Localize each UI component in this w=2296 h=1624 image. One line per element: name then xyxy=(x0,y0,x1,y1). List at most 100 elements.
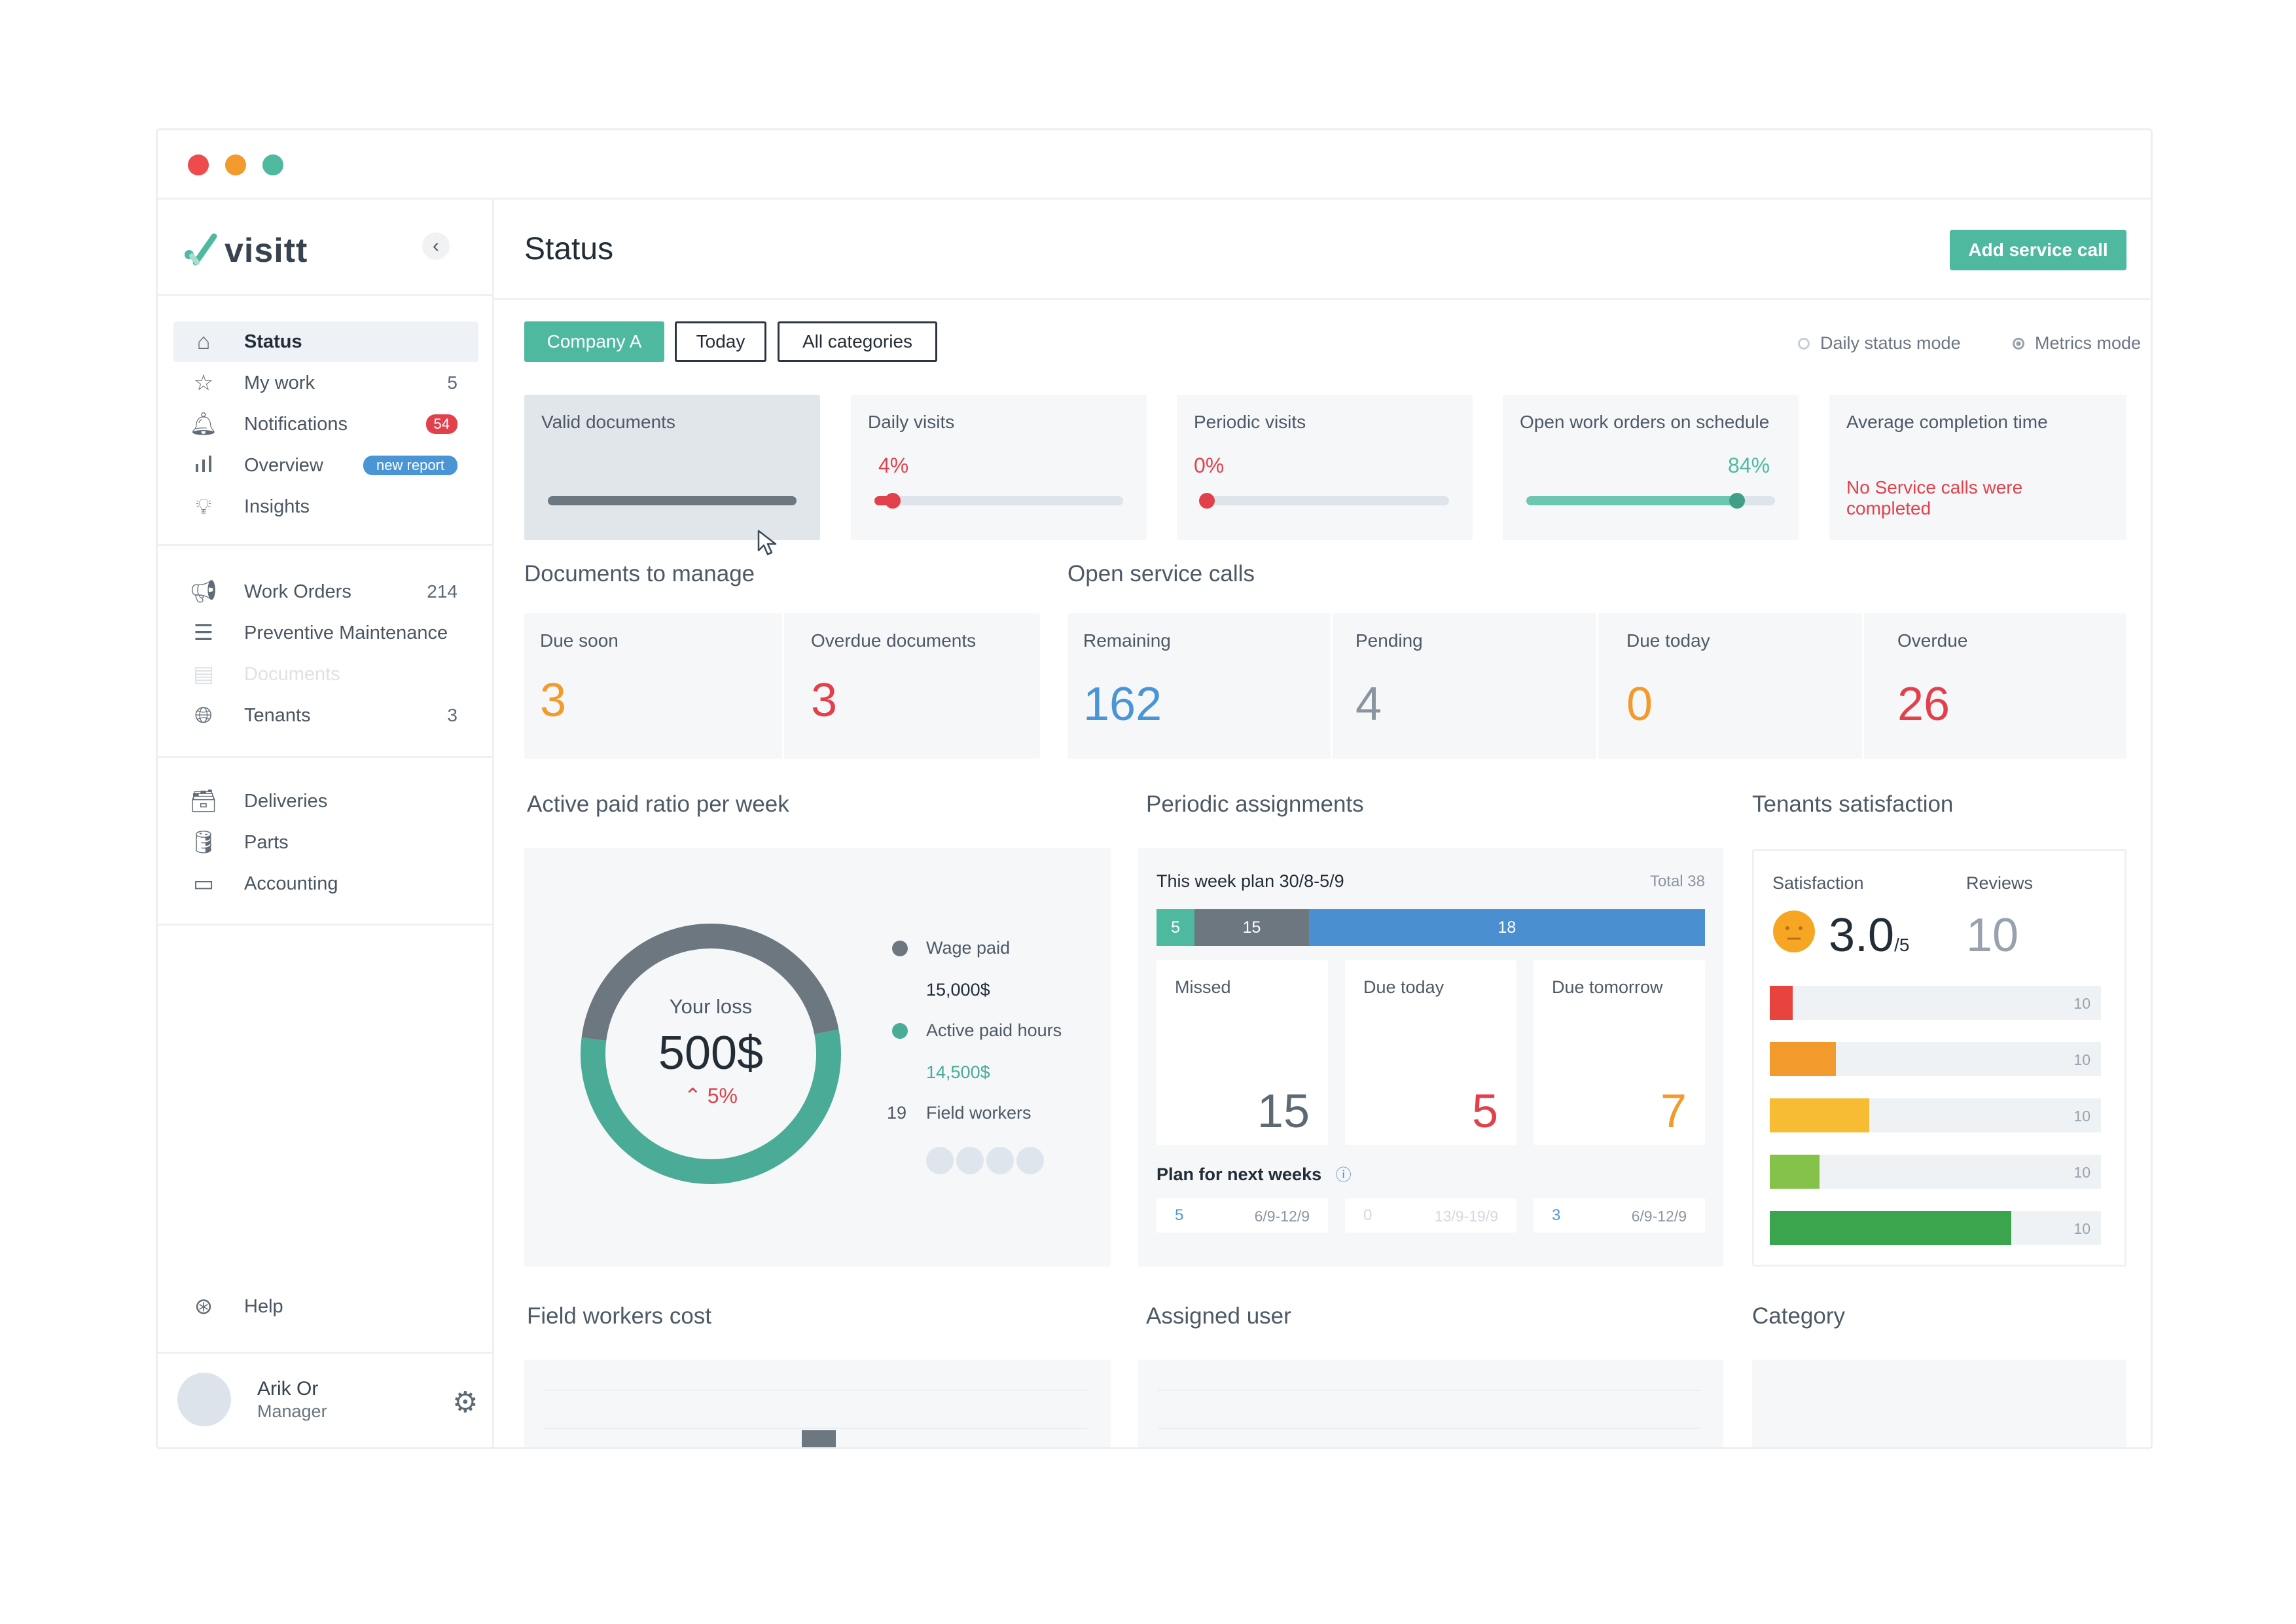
stat-label: Overdue documents xyxy=(811,630,977,651)
sidebar-item-status[interactable]: ⌂ Status xyxy=(173,321,478,362)
sidebar-item-help[interactable]: ⊛ Help xyxy=(173,1286,478,1327)
kpi-periodic-visits[interactable]: Periodic visits 0% xyxy=(1177,395,1473,540)
next-week-box[interactable]: 3 6/9-12/9 xyxy=(1534,1199,1705,1233)
sidebar-item-my-work[interactable]: ☆ My work 5 xyxy=(173,363,478,403)
next-week-box[interactable]: 0 13/9-19/9 xyxy=(1345,1199,1516,1233)
rating-bar-row[interactable]: 10 xyxy=(1770,1098,2101,1132)
plan-segment-missed[interactable]: 15 xyxy=(1194,909,1309,946)
remaining-stat[interactable]: Remaining 162 xyxy=(1067,613,1329,759)
category-filter-button[interactable]: All categories xyxy=(778,321,937,362)
field-workers-count: 19 xyxy=(887,1103,907,1123)
avatar[interactable] xyxy=(926,1147,954,1174)
sidebar-item-preventive-maintenance[interactable]: ☰ Preventive Maintenance xyxy=(173,613,478,653)
avatar[interactable] xyxy=(956,1147,984,1174)
logo[interactable]: visitt xyxy=(183,227,308,274)
sidebar-item-deliveries[interactable]: 🗃︎ Deliveries xyxy=(173,781,478,821)
sidebar-item-work-orders[interactable]: 📢︎ Work Orders 214 xyxy=(173,571,478,612)
loss-change-value: 5% xyxy=(707,1084,738,1108)
overdue-documents-stat[interactable]: Overdue documents 3 xyxy=(795,613,1040,759)
next-week-range: 6/9-12/9 xyxy=(1631,1208,1687,1225)
close-window-dot[interactable] xyxy=(188,154,209,175)
plan-segment-done[interactable]: 5 xyxy=(1157,909,1195,946)
sidebar-item-label: Preventive Maintenance xyxy=(244,622,448,643)
sidebar-item-overview[interactable]: Overview new report xyxy=(173,445,478,486)
megaphone-icon: 📢︎ xyxy=(189,579,218,604)
next-week-box[interactable]: 5 6/9-12/9 xyxy=(1157,1199,1328,1233)
kpi-title: Daily visits xyxy=(868,412,955,432)
date-filter-button[interactable]: Today xyxy=(675,321,766,362)
mini-card-label: Due today xyxy=(1363,977,1444,997)
sidebar-item-parts[interactable]: 🛢︎ Parts xyxy=(173,822,478,863)
rating-bar-count: 10 xyxy=(2073,1220,2090,1237)
kpi-average-completion-time[interactable]: Average completion time No Service calls… xyxy=(1829,395,2126,540)
daily-status-mode-radio[interactable]: Daily status mode xyxy=(1798,333,1961,353)
sidebar-item-label: My work xyxy=(244,372,315,393)
legend-label: Active paid hours xyxy=(926,1020,1062,1040)
rating-bar-row[interactable]: 10 xyxy=(1770,1211,2101,1245)
plan-next-weeks-label: Plan for next weeks xyxy=(1157,1164,1322,1184)
rating-bar-row[interactable]: 10 xyxy=(1770,1155,2101,1189)
pending-stat[interactable]: Pending 4 xyxy=(1340,613,1602,759)
legend-dot-wage-paid xyxy=(892,941,908,956)
avatar[interactable] xyxy=(986,1147,1014,1174)
kpi-title: Periodic visits xyxy=(1194,412,1306,432)
mini-card-value: 7 xyxy=(1660,1085,1687,1138)
user-role: Manager xyxy=(257,1401,327,1421)
radio-off-icon xyxy=(1798,337,1810,350)
sidebar-item-insights[interactable]: 💡︎ Insights xyxy=(173,486,478,527)
sidebar-item-notifications[interactable]: 🔔︎ Notifications 54 xyxy=(173,404,478,444)
sidebar-item-documents[interactable]: ▤ Documents xyxy=(173,654,478,695)
missed-card[interactable]: Missed 15 xyxy=(1157,960,1328,1145)
satisfaction-score-value: 3.0 xyxy=(1829,909,1895,962)
rating-bar-row[interactable]: 10 xyxy=(1770,986,2101,1020)
sidebar-item-label: Accounting xyxy=(244,873,338,894)
documents-card: Due soon 3 Overdue documents 3 xyxy=(524,613,1040,759)
sidebar-item-label: Documents xyxy=(244,663,340,685)
company-filter-button[interactable]: Company A xyxy=(524,321,664,362)
gear-icon[interactable]: ⚙ xyxy=(452,1386,478,1418)
document-icon: ▤ xyxy=(192,662,215,687)
due-today-stat[interactable]: Due today 0 xyxy=(1611,613,1873,759)
divider xyxy=(1331,613,1333,759)
mini-card-value: 5 xyxy=(1471,1085,1498,1138)
sidebar-item-label: Insights xyxy=(244,496,310,517)
avatar[interactable] xyxy=(1016,1147,1044,1174)
mini-card-label: Due tomorrow xyxy=(1552,977,1663,997)
metrics-mode-radio[interactable]: Metrics mode xyxy=(2013,333,2141,353)
donut-slice-wage-paid[interactable] xyxy=(581,924,839,1041)
sidebar-item-label: Parts xyxy=(244,831,289,853)
sidebar-item-count: 214 xyxy=(427,581,457,602)
stat-label: Due today xyxy=(1626,630,1710,651)
kpi-valid-documents[interactable]: Valid documents xyxy=(524,395,820,556)
chevron-left-icon[interactable]: ‹ xyxy=(422,232,450,260)
neutral-face-icon xyxy=(1773,911,1815,952)
kpi-daily-visits[interactable]: Daily visits 4% xyxy=(851,395,1147,540)
user-profile[interactable]: Arik Or Manager ⚙ xyxy=(177,1366,478,1432)
kpi-progress-knob xyxy=(885,493,901,509)
kpi-progress-knob xyxy=(1729,493,1745,509)
divider xyxy=(158,924,494,926)
sidebar-item-accounting[interactable]: ▭ Accounting xyxy=(173,863,478,904)
rating-bar-row[interactable]: 10 xyxy=(1770,1042,2101,1076)
due-soon-stat[interactable]: Due soon 3 xyxy=(524,613,782,759)
plan-segment-upcoming[interactable]: 18 xyxy=(1308,909,1705,946)
add-service-call-button[interactable]: Add service call xyxy=(1950,230,2126,270)
donut-slice-active-paid-hours[interactable] xyxy=(581,1029,841,1184)
kpi-open-work-orders[interactable]: Open work orders on schedule 84% xyxy=(1503,395,1799,540)
reviews-count: 10 xyxy=(1966,909,2019,962)
field-workers-label: Field workers xyxy=(926,1103,1031,1123)
due-today-card[interactable]: Due today 5 xyxy=(1345,960,1516,1145)
info-icon[interactable]: ⓘ xyxy=(1335,1166,1352,1184)
due-tomorrow-card[interactable]: Due tomorrow 7 xyxy=(1534,960,1705,1145)
section-title-periodic: Periodic assignments xyxy=(1146,791,1364,817)
new-report-badge: new report xyxy=(363,456,457,475)
mini-card-label: Missed xyxy=(1175,977,1231,997)
grid-line xyxy=(1158,1390,1701,1391)
overdue-stat[interactable]: Overdue 26 xyxy=(1882,613,2126,759)
minimize-window-dot[interactable] xyxy=(225,154,246,175)
sidebar-item-tenants[interactable]: 🌐︎ Tenants 3 xyxy=(173,695,478,736)
cost-bar[interactable] xyxy=(802,1430,836,1447)
archive-icon: 🗃︎ xyxy=(189,789,218,814)
maximize-window-dot[interactable] xyxy=(262,154,283,175)
legend-value: 14,500$ xyxy=(926,1062,990,1082)
